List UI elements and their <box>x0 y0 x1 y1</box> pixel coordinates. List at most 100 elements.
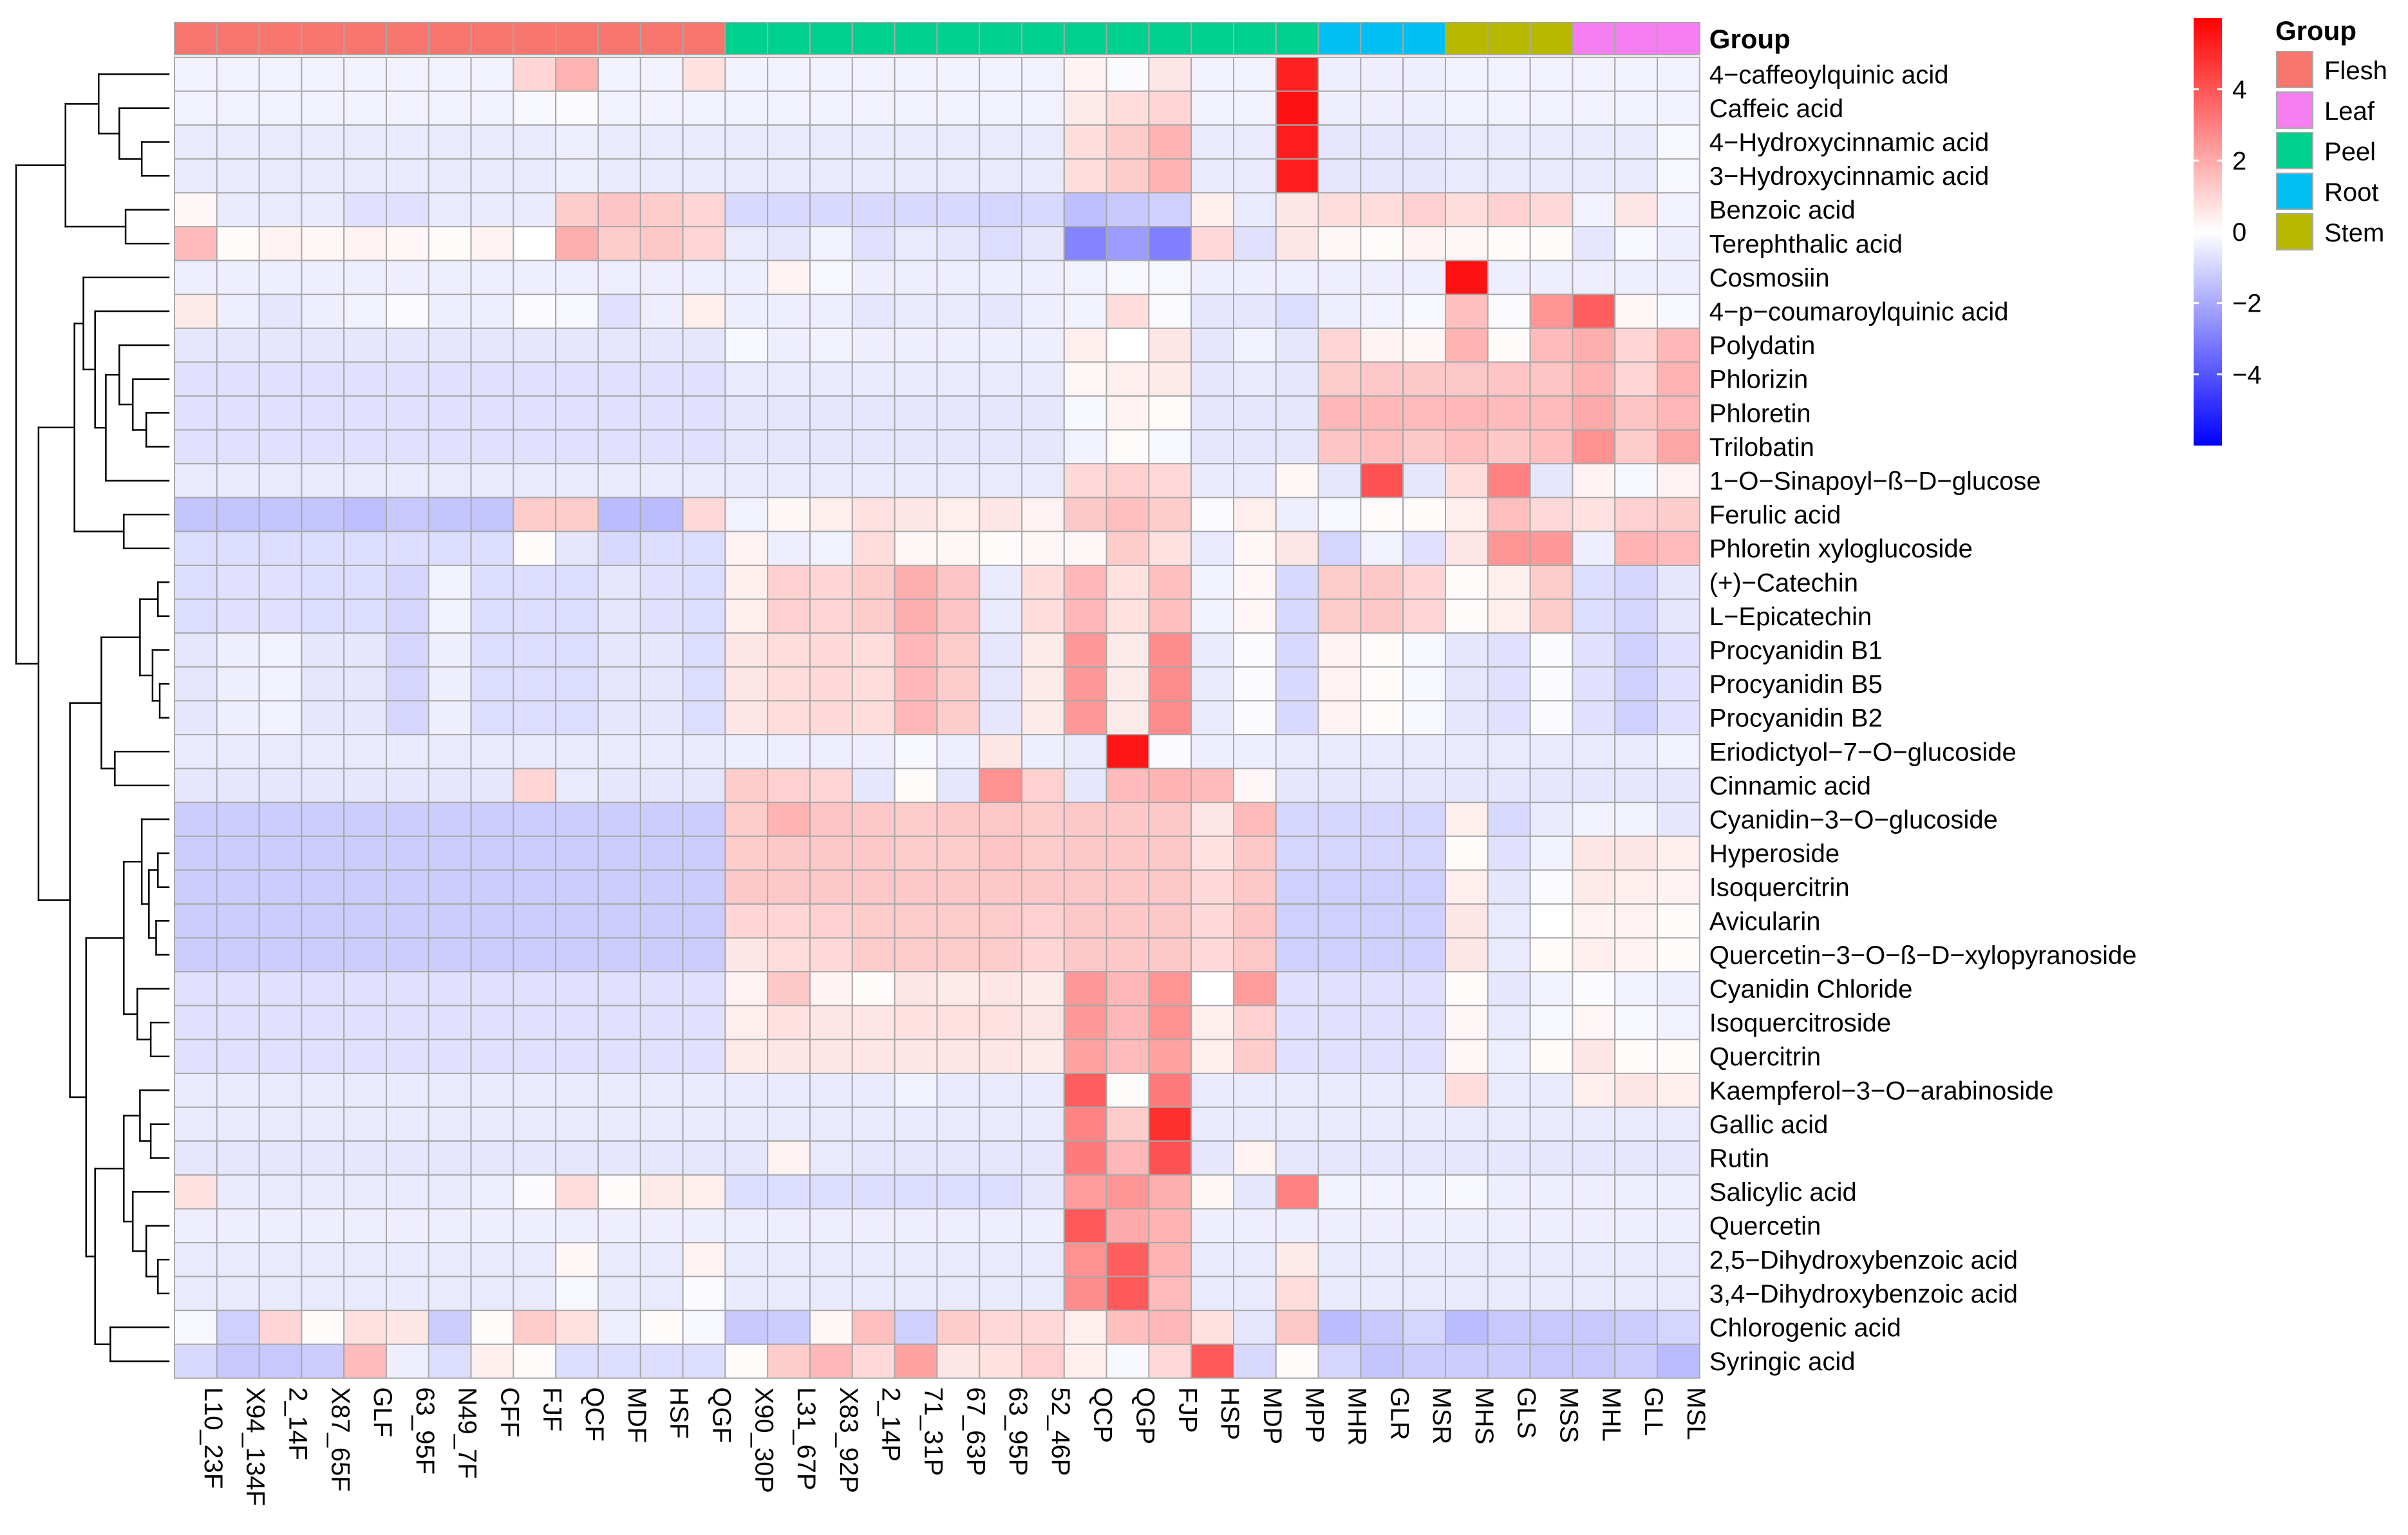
cell-isoquercitroside-msl <box>1657 1004 1700 1041</box>
cell-4-p-coumaroylquinic-acid-mhr <box>1317 294 1362 329</box>
cell-quercitrin-gll <box>1614 1039 1658 1075</box>
cell-4-caffeoylquinic-acid-2-14p <box>851 57 896 92</box>
cell-phloretin-l10-23f <box>174 395 218 431</box>
cell-phlorizin-glr <box>1360 361 1404 397</box>
cell-procyanidin-b2-mss <box>1529 700 1574 736</box>
cell-kaempferol-3-o-arabinoside-msr <box>1402 1073 1446 1108</box>
cell-salicylic-acid-mdf <box>597 1174 641 1210</box>
cell-phloretin-msl <box>1657 395 1700 431</box>
cell-rutin-x87-65f <box>301 1140 345 1176</box>
cell-syringic-acid-63-95p <box>979 1343 1022 1379</box>
cell-salicylic-acid-mpp <box>1275 1174 1319 1210</box>
row-label-phloretin: Phloretin <box>1709 399 1811 428</box>
cell-3-4-dihydroxybenzoic-acid-gll <box>1614 1276 1658 1312</box>
cell-caffeic-acid-2-14p <box>851 90 896 126</box>
cell-trilobatin-2-14p <box>851 429 896 465</box>
cell-syringic-acid-msl <box>1657 1343 1700 1379</box>
cell-isoquercitrin-mhr <box>1317 869 1362 905</box>
cell-procyanidin-b5-qgf <box>682 666 726 702</box>
cell-phloretin-xyloglucoside-qgf <box>682 531 726 567</box>
cell-cyanidin-3-o-glucoside-63-95p <box>979 802 1022 837</box>
cell-rutin-mdp <box>1233 1140 1277 1176</box>
cell-kaempferol-3-o-arabinoside-glr <box>1360 1073 1404 1108</box>
cell-eriodictyol-7-o-glucoside-63-95p <box>979 734 1022 769</box>
cell-4-hydroxycinnamic-acid-mss <box>1529 124 1574 160</box>
cell-l-epicatechin-cff <box>470 598 514 634</box>
cell-phloretin-xyloglucoside-mss <box>1529 531 1574 567</box>
cell-1-o-sinapoyl-d-glucose-mhs <box>1445 463 1489 498</box>
cell-procyanidin-b5-2-14p <box>851 666 896 702</box>
cell-kaempferol-3-o-arabinoside-l31-67p <box>767 1073 811 1108</box>
cell-cyanidin-3-o-glucoside-gls <box>1487 802 1531 837</box>
cell-phlorizin-x83-92p <box>809 361 853 397</box>
cell-trilobatin-qgp <box>1105 429 1150 465</box>
cell-polydatin-glf <box>343 327 388 363</box>
cell-3-4-dihydroxybenzoic-acid-mdf <box>597 1276 641 1312</box>
cell-caffeic-acid-mhl <box>1572 90 1616 126</box>
cell-syringic-acid-52-46p <box>1021 1343 1065 1379</box>
cell-chlorogenic-acid-x83-92p <box>809 1310 853 1345</box>
cell-chlorogenic-acid-mdf <box>597 1310 641 1345</box>
cell-salicylic-acid-mhl <box>1572 1174 1616 1210</box>
cell-3-hydroxycinnamic-acid-63-95f <box>386 158 429 194</box>
cell-avicularin-l31-67p <box>767 903 811 939</box>
cell-4-hydroxycinnamic-acid-qcp <box>1063 124 1107 160</box>
cell-3-hydroxycinnamic-acid-mhl <box>1572 158 1616 194</box>
cell-kaempferol-3-o-arabinoside-71-31p <box>894 1073 938 1108</box>
cell-cosmosiin-cff <box>470 259 514 296</box>
cell-eriodictyol-7-o-glucoside-n49-7f <box>428 734 472 769</box>
cell-cinnamic-acid-glr <box>1360 768 1404 804</box>
cell-benzoic-acid-qgp <box>1105 192 1150 227</box>
cell-4-hydroxycinnamic-acid-x90-30p <box>724 124 769 160</box>
cell-salicylic-acid-71-31p <box>894 1174 938 1210</box>
cell-4-hydroxycinnamic-acid-gll <box>1614 124 1658 160</box>
cell-benzoic-acid-63-95f <box>386 192 429 227</box>
cell-hyperoside-gls <box>1487 835 1531 871</box>
cell-isoquercitrin-67-63p <box>936 869 981 905</box>
cell-3-4-dihydroxybenzoic-acid-qgf <box>682 1276 726 1312</box>
cell-gallic-acid-2-14f <box>258 1106 303 1142</box>
cell-phlorizin-mhr <box>1317 361 1362 397</box>
cell-terephthalic-acid-71-31p <box>894 226 938 261</box>
cell-ferulic-acid-63-95p <box>979 496 1022 532</box>
cell-polydatin-mhr <box>1317 327 1362 363</box>
cell-3-hydroxycinnamic-acid-mdp <box>1233 158 1277 194</box>
cell-rutin-mhl <box>1572 1140 1616 1176</box>
cell-chlorogenic-acid-qgp <box>1105 1310 1150 1345</box>
cell-quercetin-3-o-d-xylopyranoside-x90-30p <box>724 937 769 973</box>
cell-quercetin-3-o-d-xylopyranoside-x94-134f <box>216 937 260 973</box>
cell-4-caffeoylquinic-acid-mdp <box>1233 57 1277 92</box>
cell-4-caffeoylquinic-acid-hsp <box>1190 57 1234 92</box>
cell-phloretin-glf <box>343 395 388 431</box>
cell-quercetin-3-o-d-xylopyranoside-mhl <box>1572 937 1616 973</box>
cell-eriodictyol-7-o-glucoside-msl <box>1657 734 1700 769</box>
cell-procyanidin-b1-mhl <box>1572 632 1616 668</box>
cell-4-p-coumaroylquinic-acid-mdf <box>597 294 641 329</box>
cell-cosmosiin-gls <box>1487 259 1531 296</box>
cell-4-hydroxycinnamic-acid-cff <box>470 124 514 160</box>
cell-gallic-acid-msl <box>1657 1106 1700 1142</box>
colorbar-tick-label: 2 <box>2232 147 2246 175</box>
group-bar-cell-glf <box>343 22 388 55</box>
col-label-63-95f: 63_95F <box>411 1387 439 1474</box>
cell-polydatin-x87-65f <box>301 327 345 363</box>
col-label-qcf: QCF <box>580 1387 608 1441</box>
cell-ferulic-acid-52-46p <box>1021 496 1065 532</box>
cell-eriodictyol-7-o-glucoside-mss <box>1529 734 1574 769</box>
cell-ferulic-acid-qcf <box>555 496 599 532</box>
cell-isoquercitrin-x94-134f <box>216 869 260 905</box>
cell-salicylic-acid-qgf <box>682 1174 726 1210</box>
cell-cyanidin-3-o-glucoside-fjf <box>513 802 557 837</box>
group-bar-cell-x87-65f <box>301 22 345 55</box>
cell-syringic-acid-x87-65f <box>301 1343 345 1379</box>
cell-3-4-dihydroxybenzoic-acid-glf <box>343 1276 388 1312</box>
cell-quercetin-mhr <box>1317 1208 1362 1244</box>
cell-1-o-sinapoyl-d-glucose-qcf <box>555 463 599 498</box>
cell-trilobatin-63-95p <box>979 429 1022 465</box>
cell-cyanidin-chloride-hsp <box>1190 971 1234 1006</box>
cell-phloretin-xyloglucoside-qcf <box>555 531 599 567</box>
cell-procyanidin-b1-glf <box>343 632 388 668</box>
cell-caffeic-acid-gll <box>1614 90 1658 126</box>
cell-gallic-acid-mhr <box>1317 1106 1362 1142</box>
col-label-52-46p: 52_46P <box>1046 1387 1075 1476</box>
